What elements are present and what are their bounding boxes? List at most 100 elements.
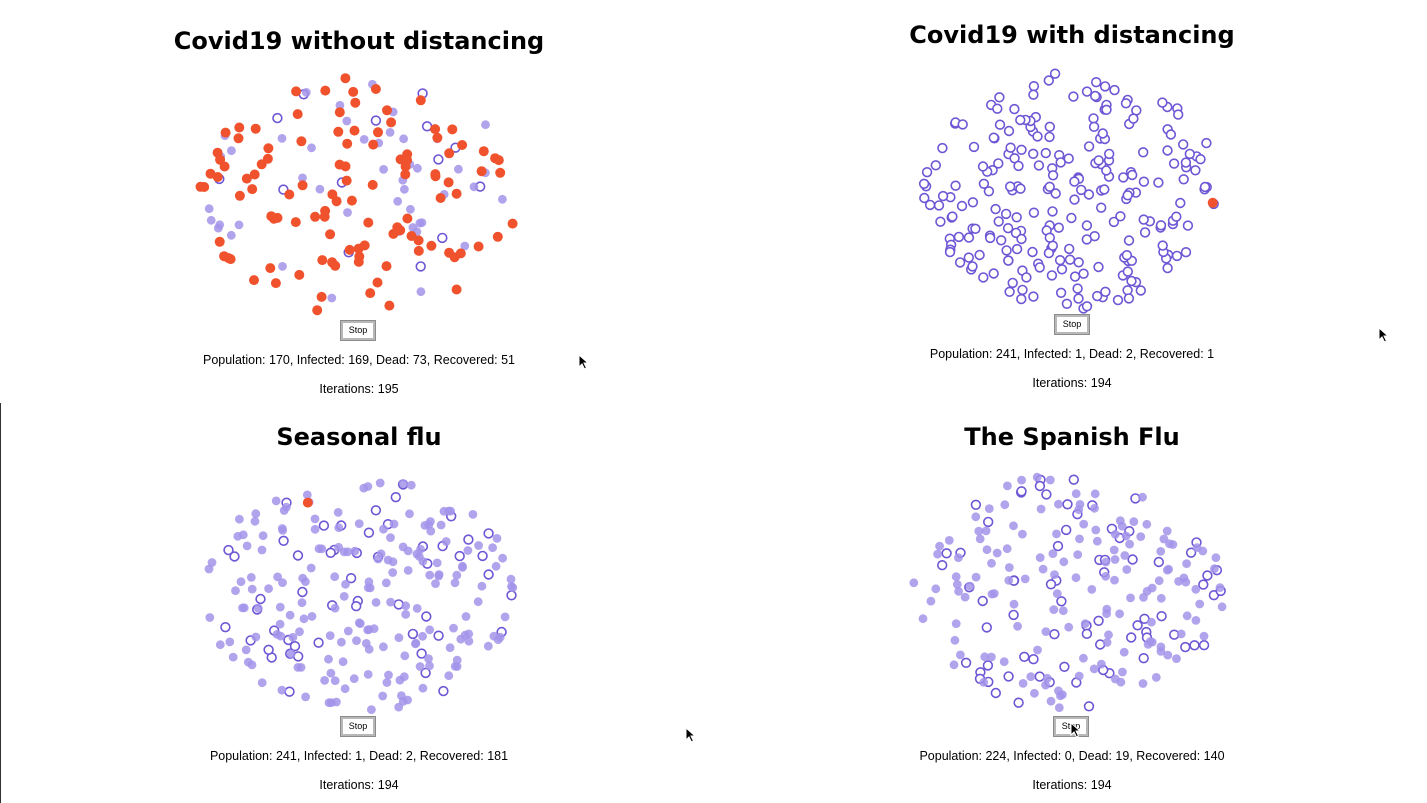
infected-particle [507,218,518,229]
healthy-particle [981,526,991,536]
stop-button[interactable]: Stop [340,320,376,341]
healthy-particle [325,631,335,640]
healthy-particle [987,652,996,662]
recovered-particle [1046,270,1058,281]
recovered-particle [284,686,295,697]
stop-button[interactable]: Stop [1054,314,1090,335]
recovered-particle [918,178,930,190]
healthy-particle [1138,679,1148,688]
healthy-particle [382,678,392,687]
healthy-particle [342,116,352,126]
healthy-particle [341,579,350,589]
healthy-particle [242,541,252,551]
healthy-particle [352,636,361,645]
healthy-particle [971,512,981,522]
healthy-particle [1050,570,1059,579]
healthy-particle [371,598,381,607]
recovered-particle [1138,214,1149,225]
healthy-particle [398,542,408,552]
healthy-particle [1032,472,1042,482]
infected-particle [473,241,484,252]
infected-particle [333,126,344,137]
recovered-particle [1066,212,1077,224]
healthy-particle [1117,521,1127,531]
healthy-particle [400,184,409,194]
recovered-particle [992,103,1003,114]
recovered-particle [255,593,266,605]
healthy-particle [324,654,333,664]
healthy-particle [1052,589,1062,598]
recovered-particle [1128,113,1139,124]
infected-particle [406,231,417,241]
healthy-particle [1017,475,1026,485]
healthy-particle [1004,576,1014,585]
recovered-particle [967,197,979,208]
recovered-particle [977,595,988,607]
healthy-particle [1172,654,1181,663]
healthy-particle [1143,640,1153,649]
infected-particle [249,275,259,286]
healthy-particle [364,625,374,634]
healthy-particle [449,623,458,633]
recovered-particle [1044,232,1056,243]
healthy-particle [1176,629,1186,639]
healthy-particle [1198,546,1208,556]
infected-particle [492,231,503,242]
healthy-particle [1120,551,1130,560]
infected-particle [233,133,244,144]
healthy-particle [204,564,214,574]
recovered-particle [1175,197,1186,209]
healthy-particle [340,684,350,694]
healthy-particle [425,625,435,635]
healthy-particle [401,601,411,611]
recovered-particle [325,547,336,559]
healthy-particle [960,592,970,602]
simulation-canvas [199,468,521,716]
recovered-particle [1016,144,1027,156]
population-stats: Population: 241, Infected: 1, Dead: 2, R… [929,347,1215,361]
healthy-particle [343,208,352,217]
recovered-particle [1015,114,1026,126]
recovered-particle [982,660,994,671]
recovered-particle [1017,284,1028,296]
infected-particle [290,217,301,228]
infected-particle [365,288,376,299]
infected-particle [430,169,441,180]
recovered-particle [1027,246,1038,258]
healthy-particle [401,610,411,619]
recovered-particle [1043,75,1055,86]
stop-button[interactable]: Stop [340,716,376,737]
healthy-particle [225,637,235,647]
recovered-particle [1171,250,1183,262]
healthy-particle [416,287,426,297]
healthy-particle [234,220,244,230]
recovered-particle [1132,620,1143,631]
recovered-particle [1138,653,1149,664]
particle-field [204,478,518,714]
recovered-particle [1202,570,1213,581]
recovered-particle [1078,268,1089,279]
healthy-particle [1126,593,1135,603]
healthy-particle [215,640,225,650]
healthy-particle [295,627,304,637]
recovered-particle [921,166,933,178]
recovered-particle [1009,103,1020,115]
healthy-particle [418,631,427,641]
recovered-particle [1153,177,1164,188]
recovered-particle [1061,524,1072,536]
recovered-particle [289,641,301,652]
infected-particle [265,263,276,274]
infected-particle [447,124,458,135]
recovered-particle [483,528,494,539]
iterations-counter: Iterations: 194 [1032,778,1112,792]
window-edge-divider [0,403,1,803]
simulation-canvas [918,66,1228,314]
healthy-particle [349,674,359,684]
recovered-particle [416,648,427,659]
healthy-particle [379,524,388,534]
infected-particle [444,247,455,258]
mouse-pointer-icon [685,727,697,743]
panel-title: Covid19 with distancing [909,21,1235,49]
recovered-particle [1096,202,1107,213]
recovered-particle [1073,257,1084,268]
